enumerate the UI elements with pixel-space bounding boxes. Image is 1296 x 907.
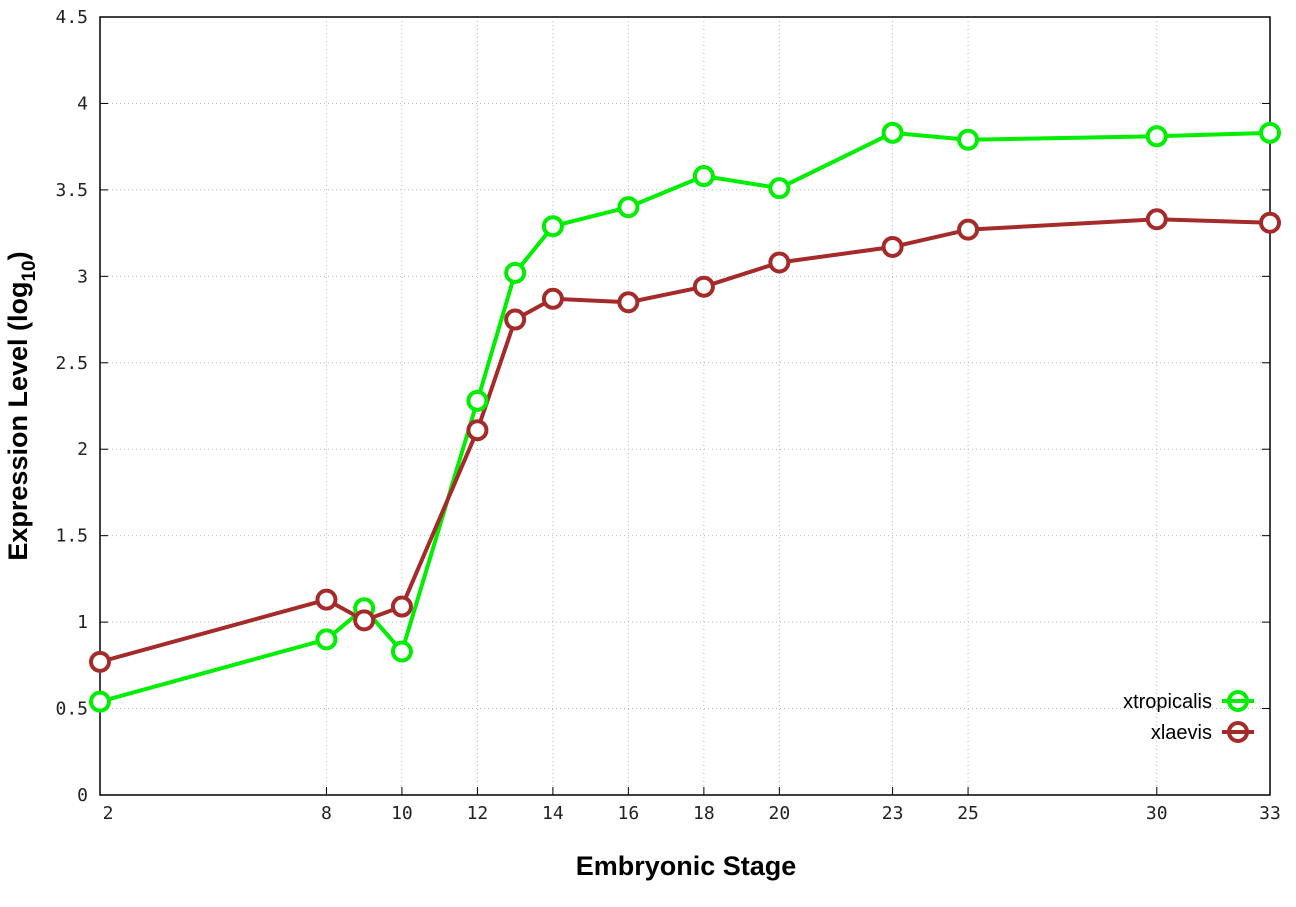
y-tick-label: 4.5 (55, 7, 88, 28)
series-line-xlaevis (99, 217, 1271, 664)
data-point-xlaevis (353, 609, 376, 632)
y-tick-label: 1 (77, 612, 88, 633)
x-tick-label: 14 (542, 803, 564, 824)
x-tick-label: 16 (618, 803, 640, 824)
data-point-xlaevis (957, 218, 980, 241)
grid (100, 17, 1270, 795)
data-point-xlaevis (1259, 211, 1281, 234)
x-tick-label: 23 (882, 803, 904, 824)
data-point-xlaevis (617, 291, 640, 314)
x-axis-label: Embryonic Stage (576, 851, 797, 881)
data-point-xlaevis (541, 287, 564, 310)
y-tick-label: 2.5 (55, 353, 88, 374)
data-point-xlaevis (1145, 208, 1168, 231)
data-point-xtropicalis (692, 165, 715, 188)
data-point-xlaevis (89, 650, 111, 673)
y-tick-label: 0.5 (55, 699, 88, 720)
data-point-xlaevis (768, 251, 791, 274)
x-tick-label: 10 (391, 803, 413, 824)
data-point-xlaevis (315, 588, 338, 611)
y-tick-label: 3 (77, 266, 88, 287)
y-tick-label: 1.5 (55, 526, 88, 547)
data-point-xtropicalis (504, 261, 527, 284)
x-tick-label: 2 (103, 803, 114, 824)
y-axis-label: Expression Level (log10) (3, 251, 40, 560)
legend: xtropicalis xlaevis (1123, 690, 1254, 744)
data-point-xtropicalis (89, 690, 111, 713)
data-point-xtropicalis (881, 121, 904, 144)
tick-labels: 0 0.5 1 1.5 2 2.5 3 3.5 4 4.5 2 8 10 12 14 16 18 20 23 25 30… (55, 7, 1280, 824)
y-tick-label: 2 (77, 439, 88, 460)
x-tick-label: 20 (769, 803, 791, 824)
series-line-xtropicalis (99, 130, 1271, 704)
data-point-xlaevis (881, 235, 904, 258)
x-tick-label: 18 (693, 803, 715, 824)
y-tick-label: 3.5 (55, 180, 88, 201)
data-point-xlaevis (466, 419, 489, 442)
x-tick-label: 12 (467, 803, 489, 824)
series (89, 121, 1281, 713)
y-tick-label: 4 (77, 93, 88, 114)
data-point-xlaevis (504, 308, 527, 331)
axes (99, 16, 1271, 796)
plot-frame (99, 16, 1271, 796)
data-point-xtropicalis (1145, 125, 1168, 148)
data-point-xtropicalis (617, 196, 640, 219)
y-tick-label: 0 (77, 785, 88, 806)
data-point-xlaevis (390, 595, 413, 618)
data-point-xtropicalis (390, 640, 413, 663)
data-point-xtropicalis (768, 177, 791, 200)
x-tick-label: 8 (321, 803, 332, 824)
data-point-xlaevis (692, 275, 715, 298)
x-tick-label: 25 (957, 803, 979, 824)
x-tick-label: 30 (1146, 803, 1168, 824)
x-tick-label: 33 (1259, 803, 1281, 824)
data-point-xtropicalis (957, 128, 980, 151)
legend-label: xlaevis (1151, 722, 1212, 744)
legend-label: xtropicalis (1123, 691, 1212, 713)
data-point-xtropicalis (315, 628, 338, 651)
data-point-xtropicalis (1259, 121, 1281, 144)
data-point-xtropicalis (466, 389, 489, 412)
data-point-xtropicalis (541, 215, 564, 238)
